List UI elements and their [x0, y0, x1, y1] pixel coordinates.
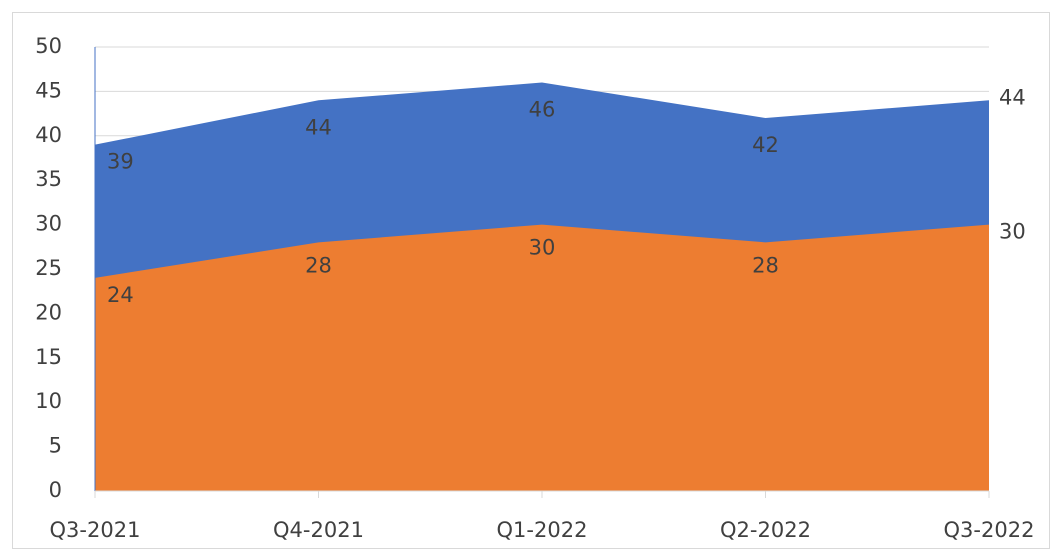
area	[95, 224, 989, 491]
data-label: 30	[999, 220, 1026, 244]
y-tick-label: 0	[49, 478, 62, 502]
y-tick-label: 15	[35, 345, 62, 369]
y-tick-label: 30	[35, 212, 62, 236]
y-tick-label: 10	[35, 389, 62, 413]
x-tick-label: Q1-2022	[497, 518, 588, 542]
data-label: 44	[305, 115, 332, 139]
data-label: 24	[107, 283, 134, 307]
y-tick-label: 45	[35, 78, 62, 102]
y-tick-label: 50	[35, 34, 62, 58]
x-tick-label: Q4-2021	[273, 518, 364, 542]
y-tick-label: 40	[35, 123, 62, 147]
y-tick-label: 5	[49, 434, 62, 458]
data-label: 28	[305, 253, 332, 277]
data-label: 39	[107, 150, 134, 174]
x-tick-label: Q3-2022	[944, 518, 1035, 542]
data-label: 44	[999, 85, 1026, 109]
data-label: 46	[529, 98, 556, 122]
data-label: 30	[529, 236, 556, 260]
data-label: 28	[752, 253, 779, 277]
x-tick-label: Q2-2022	[720, 518, 811, 542]
y-tick-label: 35	[35, 167, 62, 191]
y-tick-label: 20	[35, 300, 62, 324]
y-tick-label: 25	[35, 256, 62, 280]
data-label: 42	[752, 133, 779, 157]
x-tick-label: Q3-2021	[50, 518, 141, 542]
